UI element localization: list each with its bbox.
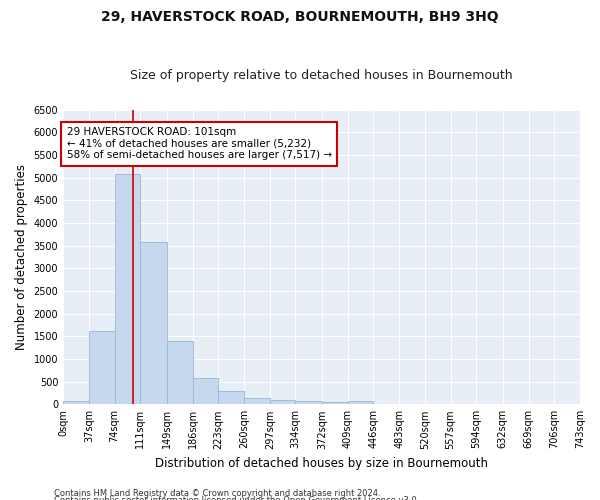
Bar (167, 341, 193, 404)
Text: Contains public sector information licensed under the Open Government Licence v3: Contains public sector information licen… (54, 496, 419, 500)
Bar (193, 378, 218, 404)
Text: 29 HAVERSTOCK ROAD: 101sqm
← 41% of detached houses are smaller (5,232)
58% of s: 29 HAVERSTOCK ROAD: 101sqm ← 41% of deta… (67, 127, 332, 160)
Bar (140, 242, 167, 404)
Bar (295, 401, 322, 404)
Bar (63, 401, 89, 404)
Bar (89, 330, 115, 404)
Bar (270, 400, 295, 404)
Y-axis label: Number of detached properties: Number of detached properties (15, 164, 28, 350)
Bar (322, 402, 347, 404)
Bar (115, 174, 140, 404)
Bar (347, 401, 373, 404)
Text: 29, HAVERSTOCK ROAD, BOURNEMOUTH, BH9 3HQ: 29, HAVERSTOCK ROAD, BOURNEMOUTH, BH9 3H… (101, 10, 499, 24)
Text: Contains HM Land Registry data © Crown copyright and database right 2024.: Contains HM Land Registry data © Crown c… (54, 488, 380, 498)
Bar (218, 391, 244, 404)
Bar (244, 398, 270, 404)
X-axis label: Distribution of detached houses by size in Bournemouth: Distribution of detached houses by size … (155, 457, 488, 470)
Title: Size of property relative to detached houses in Bournemouth: Size of property relative to detached ho… (130, 69, 513, 82)
